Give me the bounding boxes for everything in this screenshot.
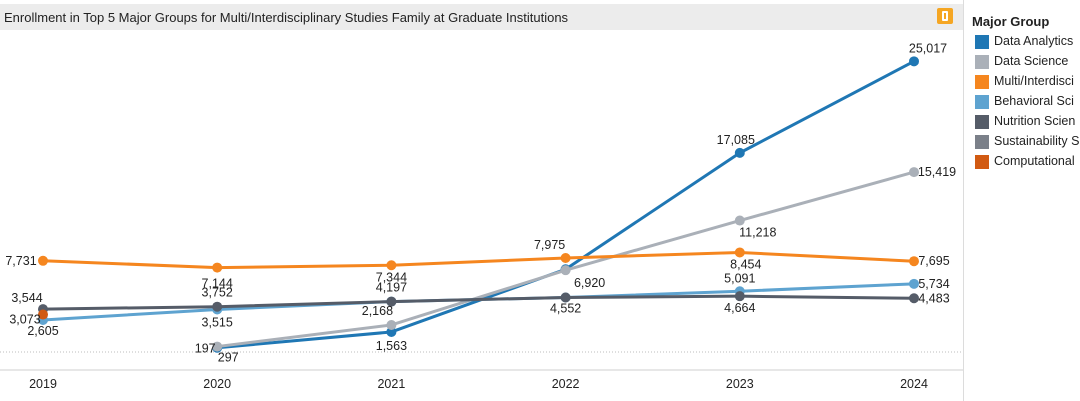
legend-item[interactable]: Multi/Interdisci [966, 73, 1080, 93]
data-point [909, 293, 919, 304]
data-label: 197 [195, 342, 216, 356]
legend-swatch [975, 35, 989, 49]
legend-label: Sustainability S [994, 134, 1080, 148]
legend-title: Major Group [972, 14, 1050, 29]
data-label: 5,734 [918, 277, 949, 291]
data-label: 25,017 [909, 41, 947, 55]
data-label: 2,605 [27, 324, 58, 338]
data-label: 3,752 [202, 286, 233, 300]
data-label: 1,563 [376, 339, 407, 353]
legend-swatch [975, 95, 989, 109]
data-label: 15,419 [918, 165, 956, 179]
legend-swatch [975, 115, 989, 129]
data-point [560, 265, 571, 276]
x-tick-label: 2021 [377, 377, 405, 391]
data-point [560, 252, 571, 263]
data-label: 7,695 [918, 254, 949, 268]
data-point [734, 147, 745, 158]
legend-item[interactable]: Sustainability S [966, 133, 1080, 153]
data-label: 7,344 [376, 270, 407, 284]
legend-item[interactable]: Data Science [966, 53, 1080, 73]
data-point [212, 301, 223, 312]
data-label: 297 [218, 351, 239, 365]
legend-item[interactable]: Computational [966, 153, 1080, 173]
line-chart: 2019 2020 2021 2022 2023 2024 197 1,563 17,085 25… [0, 41, 963, 391]
data-point [386, 260, 397, 271]
data-label: 3,544 [11, 291, 42, 305]
legend-label: Nutrition Scien [994, 114, 1076, 128]
data-point [386, 326, 397, 337]
data-label: 11,218 [739, 226, 776, 240]
data-point [212, 341, 223, 352]
chart-title: Enrollment in Top 5 Major Groups for Mul… [4, 10, 569, 25]
data-point [734, 215, 745, 226]
data-point [909, 278, 919, 289]
data-label: 4,664 [724, 301, 755, 315]
legend-items: Data Analytics Data Science Multi/Interdis… [966, 33, 1080, 173]
data-point [909, 256, 919, 267]
data-label: 7,975 [534, 238, 565, 252]
legend-swatch [975, 75, 989, 89]
info-icon[interactable] [937, 8, 953, 24]
x-tick-label: 2024 [900, 377, 928, 391]
legend-swatch [975, 155, 989, 169]
data-point [386, 296, 397, 307]
data-point [560, 292, 571, 303]
legend-label: Multi/Interdisci [994, 74, 1074, 88]
title-bar: Enrollment in Top 5 Major Groups for Mul… [0, 4, 963, 30]
data-point [212, 262, 223, 273]
legend-label: Computational [994, 154, 1075, 168]
x-tick-label: 2019 [29, 377, 57, 391]
series-line [42, 250, 915, 270]
legend: Major Group Data Analytics Data Science Mu… [966, 10, 1080, 401]
data-point [909, 56, 919, 67]
data-label: 5,091 [724, 271, 755, 285]
data-label: 17,085 [717, 133, 755, 147]
series-line [42, 294, 915, 311]
data-point [734, 247, 745, 258]
x-tick-label: 2023 [726, 377, 754, 391]
data-label: 6,920 [574, 276, 605, 290]
legend-item[interactable]: Behavioral Sci [966, 93, 1080, 113]
data-label: 4,483 [918, 291, 949, 305]
legend-swatch [975, 135, 989, 149]
legend-divider [963, 0, 964, 401]
legend-label: Data Science [994, 54, 1069, 68]
data-point [909, 167, 919, 178]
data-label: 4,197 [376, 281, 407, 295]
legend-item[interactable]: Nutrition Scien [966, 113, 1080, 133]
data-label: 4,552 [550, 301, 581, 315]
data-point [386, 319, 397, 330]
data-label: 3,515 [202, 315, 233, 329]
data-label: 3,073 [9, 313, 40, 327]
data-point [38, 255, 48, 266]
data-label: 7,144 [202, 277, 233, 291]
data-label: 2,168 [362, 304, 393, 318]
data-point [734, 291, 745, 302]
data-point [38, 309, 48, 320]
x-tick-label: 2020 [203, 377, 231, 391]
legend-item[interactable]: Data Analytics [966, 33, 1080, 53]
legend-label: Behavioral Sci [994, 94, 1074, 108]
x-tick-label: 2022 [552, 377, 580, 391]
legend-label: Data Analytics [994, 34, 1074, 48]
data-label: 8,454 [730, 257, 761, 271]
data-label: 7,731 [5, 254, 36, 268]
legend-swatch [975, 55, 989, 69]
